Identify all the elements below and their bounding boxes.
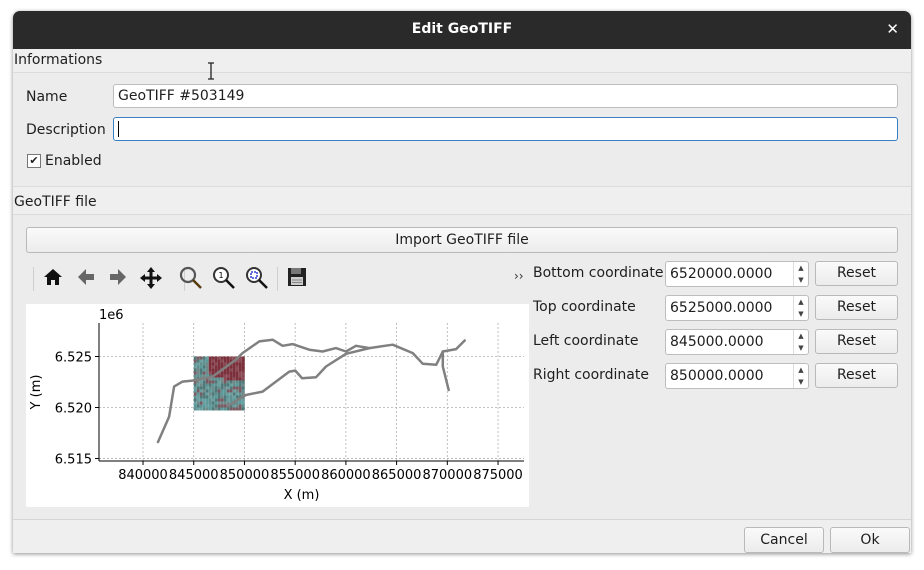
y-tick-label: 6.520 xyxy=(55,402,92,417)
coordinate-spinbox[interactable]: 845000.0000 ▲ ▼ xyxy=(665,329,809,355)
coordinate-value[interactable]: 845000.0000 xyxy=(670,334,764,350)
river-line xyxy=(156,338,466,444)
river-line xyxy=(441,350,450,392)
coordinate-label: Bottom coordinate xyxy=(533,265,664,281)
window-title: Edit GeoTIFF xyxy=(411,21,513,37)
x-tick-label: 840000 xyxy=(118,468,168,483)
coordinate-label: Left coordinate xyxy=(533,333,639,349)
reset-button[interactable]: Reset xyxy=(815,295,898,320)
name-input[interactable]: GeoTIFF #503149 xyxy=(113,84,898,108)
reset-button[interactable]: Reset xyxy=(815,261,898,286)
y-tick-label: 6.515 xyxy=(55,453,92,468)
x-tick-label: 850000 xyxy=(220,468,270,483)
save-icon[interactable] xyxy=(284,266,310,292)
description-label: Description xyxy=(26,122,106,138)
geotiff-section-title: GeoTIFF file xyxy=(14,194,97,210)
x-axis-label: X (m) xyxy=(284,488,320,503)
y-tick-label: 6.525 xyxy=(55,350,92,365)
spin-arrows-icon[interactable]: ▲ ▼ xyxy=(793,296,808,320)
reset-button[interactable]: Reset xyxy=(815,363,898,388)
forward-arrow-icon[interactable] xyxy=(105,266,131,292)
ok-button[interactable]: Ok xyxy=(830,527,910,553)
toolbar-separator xyxy=(184,267,185,291)
home-icon[interactable] xyxy=(40,266,66,292)
y-offset-label: 1e6 xyxy=(99,308,124,323)
x-tick-label: 845000 xyxy=(169,468,219,483)
coordinate-value[interactable]: 850000.0000 xyxy=(670,368,764,384)
plot-canvas[interactable]: 840000 845000 850000 855000 860000 865000 8700… xyxy=(26,304,529,507)
reset-button[interactable]: Reset xyxy=(815,329,898,354)
x-tick-label: 870000 xyxy=(422,468,472,483)
toolbar-separator xyxy=(33,267,34,291)
x-tick-label: 865000 xyxy=(372,468,422,483)
zoom-1-icon[interactable]: 1 xyxy=(211,265,237,291)
edit-geotiff-dialog: Edit GeoTIFF ✕ Informations Name GeoTIFF… xyxy=(13,11,911,553)
text-caret xyxy=(118,121,119,137)
back-arrow-icon[interactable] xyxy=(73,266,99,292)
geotiff-raster-image xyxy=(193,356,245,411)
coordinate-spinbox[interactable]: 6525000.0000 ▲ ▼ xyxy=(665,295,809,321)
title-bar: Edit GeoTIFF ✕ xyxy=(13,11,911,49)
enabled-checkbox[interactable]: ✔ xyxy=(27,154,41,168)
geotiff-plot[interactable]: 840000 845000 850000 855000 860000 865000 8700… xyxy=(26,304,529,507)
coordinate-value[interactable]: 6525000.0000 xyxy=(670,300,773,316)
name-label: Name xyxy=(26,89,68,105)
close-icon[interactable]: ✕ xyxy=(886,20,899,38)
x-tick-label: 860000 xyxy=(321,468,371,483)
pan-icon[interactable] xyxy=(138,266,164,292)
import-geotiff-button[interactable]: Import GeoTIFF file xyxy=(26,227,898,253)
zoom-fit-icon[interactable] xyxy=(244,265,270,291)
y-axis-label: Y (m) xyxy=(29,375,44,411)
x-tick-label: 855000 xyxy=(270,468,320,483)
description-input[interactable] xyxy=(113,117,898,141)
informations-section-title: Informations xyxy=(14,52,103,68)
text-cursor-icon xyxy=(207,62,215,80)
toolbar-overflow-button[interactable]: ›› xyxy=(514,269,524,283)
toolbar-separator xyxy=(277,267,278,291)
cancel-button[interactable]: Cancel xyxy=(744,527,824,553)
spin-arrows-icon[interactable]: ▲ ▼ xyxy=(793,364,808,388)
coordinate-label: Top coordinate xyxy=(533,299,636,315)
coordinate-spinbox[interactable]: 850000.0000 ▲ ▼ xyxy=(665,363,809,389)
svg-text:1: 1 xyxy=(218,271,223,280)
spin-arrows-icon[interactable]: ▲ ▼ xyxy=(793,330,808,354)
coordinate-spinbox[interactable]: 6520000.0000 ▲ ▼ xyxy=(665,261,809,287)
x-tick-label: 875000 xyxy=(473,468,523,483)
zoom-icon[interactable] xyxy=(178,265,204,291)
spin-arrows-icon[interactable]: ▲ ▼ xyxy=(793,262,808,286)
enabled-label: Enabled xyxy=(45,153,102,169)
river-line xyxy=(226,346,371,408)
coordinate-label: Right coordinate xyxy=(533,367,649,383)
footer-divider xyxy=(13,519,911,520)
coordinate-value[interactable]: 6520000.0000 xyxy=(670,266,773,282)
